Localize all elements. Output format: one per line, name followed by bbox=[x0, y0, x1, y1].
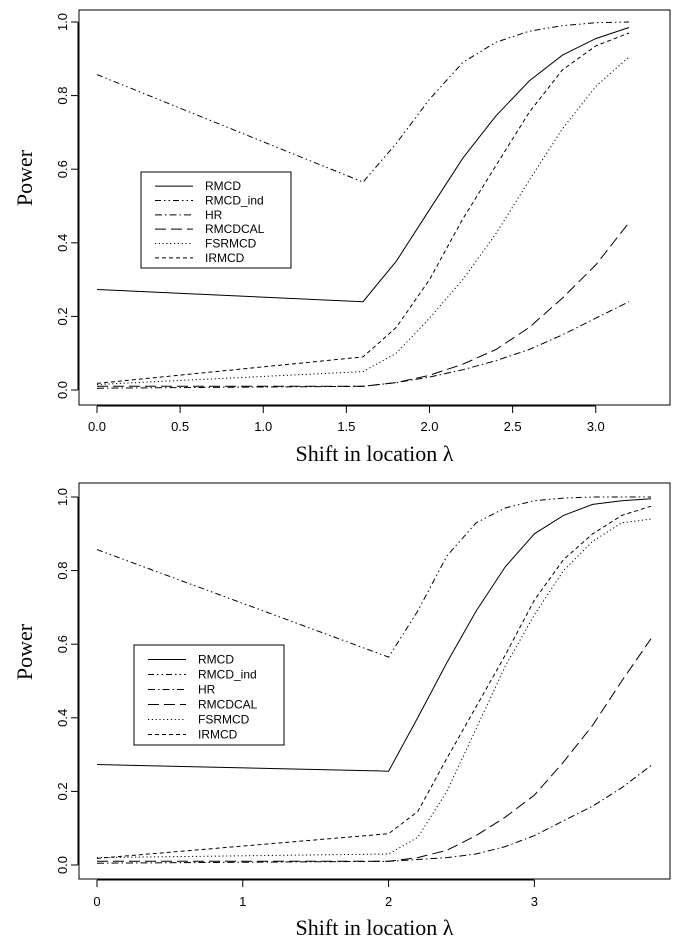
y-tick-label: 0.0 bbox=[55, 381, 70, 399]
legend-label: RMCD bbox=[198, 653, 234, 667]
y-tick-label: 0.2 bbox=[55, 307, 70, 325]
plot-frame bbox=[78, 9, 671, 406]
x-tick-label: 2.5 bbox=[504, 419, 522, 434]
series-line-hr bbox=[96, 765, 652, 864]
y-tick-label: 0.0 bbox=[55, 856, 70, 874]
x-tick-label: 0 bbox=[93, 894, 100, 909]
legend-label: IRMCD bbox=[198, 728, 238, 742]
legend-label: IRMCD bbox=[205, 251, 245, 265]
series-line-rmcd-ind bbox=[96, 21, 630, 183]
x-axis-title: Shift in location λ bbox=[296, 441, 454, 466]
series-line-fsrmcd bbox=[96, 56, 630, 385]
y-tick-label: 0.4 bbox=[55, 709, 70, 727]
legend-label: HR bbox=[205, 208, 223, 222]
x-tick-label: 0.5 bbox=[171, 419, 189, 434]
legend-label: RMCD bbox=[205, 179, 241, 193]
legend-label: FSRMCD bbox=[205, 237, 257, 251]
y-axis-title: Power bbox=[12, 623, 37, 680]
x-axis-title: Shift in location λ bbox=[296, 915, 454, 940]
series-line-rmcd bbox=[96, 498, 652, 772]
y-tick-label: 0.6 bbox=[55, 635, 70, 653]
legend-label: FSRMCD bbox=[198, 713, 250, 727]
series-line-fsrmcd bbox=[96, 518, 652, 859]
y-tick-label: 0.4 bbox=[55, 234, 70, 252]
x-tick-label: 1.0 bbox=[254, 419, 272, 434]
legend-box bbox=[133, 644, 285, 746]
legend-label: RMCD_ind bbox=[205, 194, 264, 208]
x-tick-label: 1.5 bbox=[337, 419, 355, 434]
x-tick-label: 1 bbox=[239, 894, 246, 909]
y-tick-label: 0.8 bbox=[55, 562, 70, 580]
series-line-irmcd bbox=[96, 505, 652, 859]
x-tick-label: 3.0 bbox=[587, 419, 605, 434]
series-line-irmcd bbox=[96, 32, 630, 384]
x-tick-label: 2 bbox=[385, 894, 392, 909]
y-axis-title: Power bbox=[12, 149, 37, 206]
legend-label: RMCD_ind bbox=[198, 668, 257, 682]
x-tick-label: 0.0 bbox=[88, 419, 106, 434]
x-tick-label: 3 bbox=[531, 894, 538, 909]
y-tick-label: 0.8 bbox=[55, 87, 70, 105]
y-tick-label: 1.0 bbox=[55, 488, 70, 506]
legend-label: RMCDCAL bbox=[205, 222, 265, 236]
chart-1: 0.0 0.5 1.0 1.5 2.0 2.5 3.0 0.0 0.2 0.4 0.6 0.8 1.0 S… bbox=[12, 9, 671, 466]
series-line-rmcd bbox=[96, 27, 630, 303]
plot-frame bbox=[78, 482, 671, 880]
series-line-rmcdcal bbox=[97, 222, 630, 387]
y-tick-label: 0.6 bbox=[55, 160, 70, 178]
series-line-rmcd-ind bbox=[96, 496, 651, 658]
series-line-rmcdcal bbox=[97, 638, 652, 862]
x-tick-label: 2.0 bbox=[420, 419, 438, 434]
y-tick-label: 0.2 bbox=[55, 782, 70, 800]
y-tick-label: 1.0 bbox=[55, 13, 70, 31]
legend-label: HR bbox=[198, 683, 216, 697]
legend-label: RMCDCAL bbox=[198, 698, 258, 712]
chart-2: 0 1 2 3 0.0 0.2 0.4 0.6 0.8 1.0 Shift in location … bbox=[12, 482, 671, 940]
legend-box bbox=[140, 171, 292, 269]
